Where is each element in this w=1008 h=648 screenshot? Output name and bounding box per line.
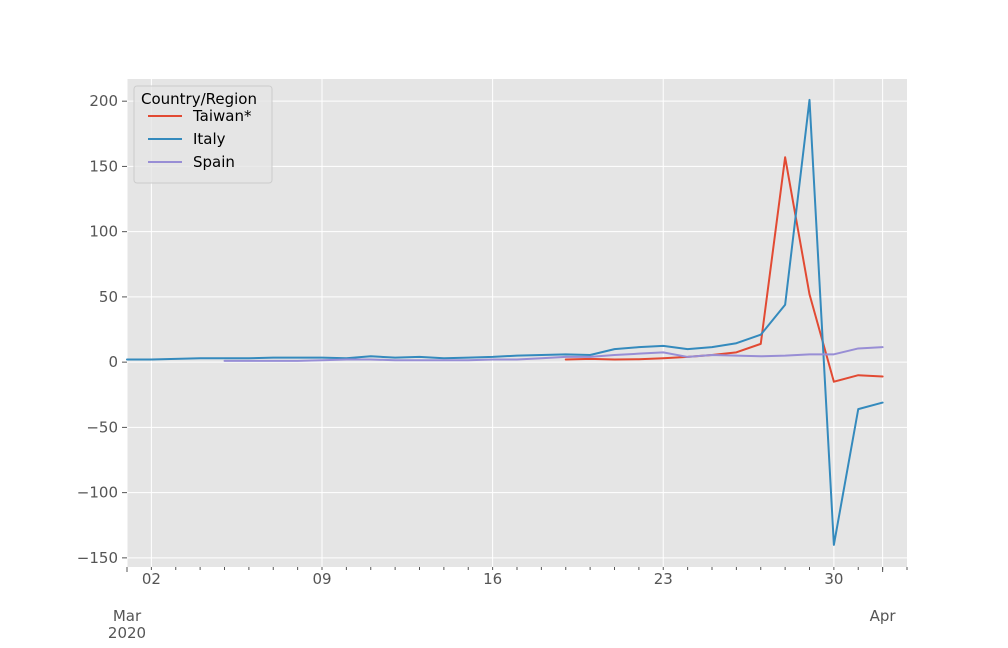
legend-items: Taiwan* Italy Spain [148, 107, 252, 171]
y-tick-label: −100 [77, 484, 118, 502]
x-month-label: Mar [113, 607, 142, 625]
legend-label: Taiwan* [192, 107, 252, 125]
legend-box [133, 85, 273, 184]
y-tick-label: −150 [77, 549, 118, 567]
y-tick-label: 0 [108, 353, 118, 371]
legend: Country/Region Taiwan* Italy Spain [133, 85, 273, 184]
x-tick-label: 16 [483, 570, 502, 588]
y-tick-label: 150 [89, 157, 118, 175]
x-tick-label: 30 [824, 570, 843, 588]
x-year-label: 2020 [108, 624, 146, 642]
x-tick-label: 09 [312, 570, 331, 588]
y-axis: 200 150 100 50 0 −50 −100 −150 [77, 92, 127, 567]
x-month-label: Apr [870, 607, 897, 625]
y-tick-label: −50 [86, 418, 118, 436]
x-tick-label: 23 [654, 570, 673, 588]
y-tick-label: 100 [89, 223, 118, 241]
legend-label: Spain [193, 153, 235, 171]
x-tick-label: 02 [142, 570, 161, 588]
series-line-1 [126, 98, 884, 546]
legend-label: Italy [193, 130, 226, 148]
y-tick-label: 50 [99, 288, 118, 306]
y-tick-label: 200 [89, 92, 118, 110]
series-line-0 [564, 156, 884, 383]
series-line-2 [223, 346, 884, 362]
series-lines [126, 98, 884, 546]
legend-title: Country/Region [141, 90, 257, 108]
